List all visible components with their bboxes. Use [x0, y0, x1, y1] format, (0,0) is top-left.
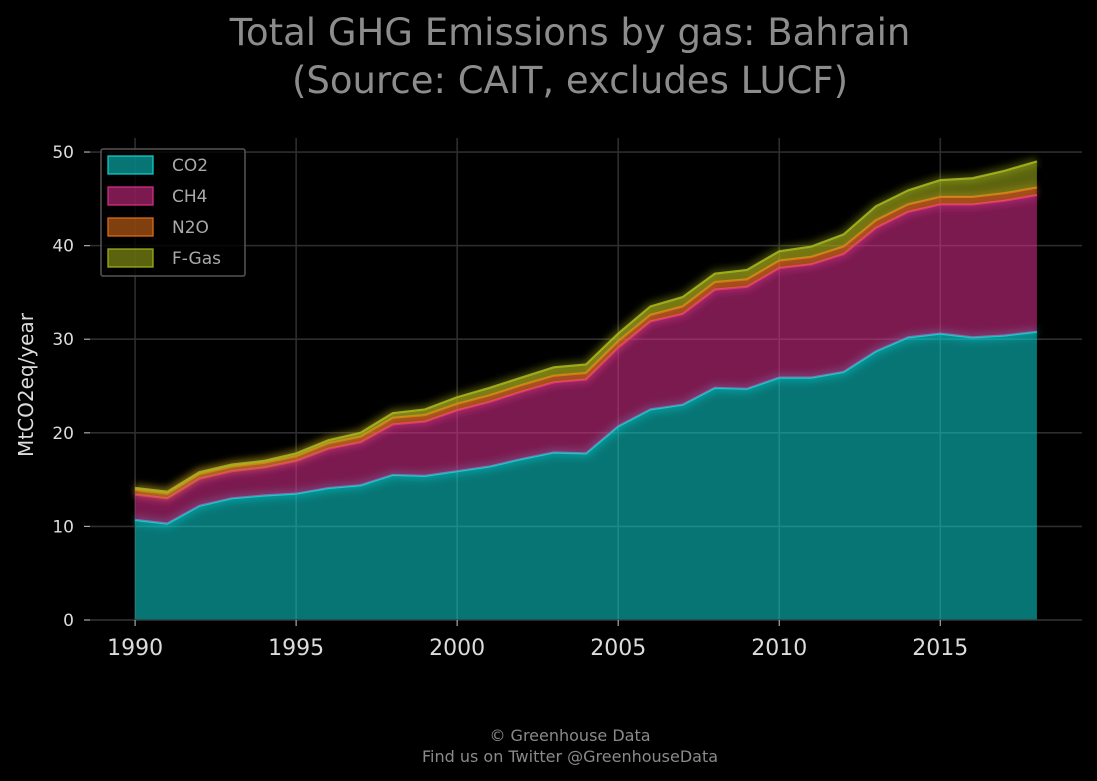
- x-tick-label: 1995: [268, 636, 324, 661]
- area-co2: [135, 331, 1037, 620]
- legend-label-ch4: CH4: [172, 187, 207, 207]
- footer-copyright: © Greenhouse Data: [489, 726, 650, 745]
- x-tick-label: 1990: [107, 636, 163, 661]
- x-tick-label: 2015: [912, 636, 968, 661]
- y-tick-label: 40: [52, 237, 74, 257]
- y-axis: 0 10 20 30 40 50: [52, 143, 90, 631]
- y-axis-label: MtCO2eq/year: [14, 312, 38, 457]
- y-tick-label: 0: [63, 611, 74, 631]
- legend-swatch-n2o: [107, 217, 154, 237]
- x-tick-label: 2000: [429, 636, 485, 661]
- area-ch4: [135, 195, 1037, 524]
- y-tick-label: 20: [52, 424, 74, 444]
- x-tick-label: 2010: [751, 636, 807, 661]
- legend-swatch-ch4: [107, 186, 154, 206]
- plot-areas: [90, 157, 1082, 621]
- x-axis: 1990 1995 2000 2005 2010 2015: [107, 620, 968, 661]
- y-tick-label: 30: [52, 330, 74, 350]
- legend-label-n2o: N2O: [172, 218, 209, 238]
- legend-label-co2: CO2: [172, 156, 208, 176]
- area-f-gas: [135, 161, 1037, 494]
- chart-title-line-2: (Source: CAIT, excludes LUCF): [292, 59, 848, 102]
- footer-twitter: Find us on Twitter @GreenhouseData: [422, 747, 718, 766]
- legend-label-f-gas: F-Gas: [172, 249, 221, 269]
- legend-swatch-f-gas: [107, 248, 154, 268]
- y-tick-label: 50: [52, 143, 74, 163]
- x-tick-label: 2005: [590, 636, 646, 661]
- chart-title-line-1: Total GHG Emissions by gas: Bahrain: [229, 11, 911, 54]
- legend: CO2 CH4 N2O F-Gas: [100, 148, 246, 277]
- legend-frame: [100, 148, 246, 277]
- line-f-gas: [134, 160, 1038, 493]
- legend-swatch-co2: [107, 155, 154, 175]
- y-tick-label: 10: [52, 517, 74, 537]
